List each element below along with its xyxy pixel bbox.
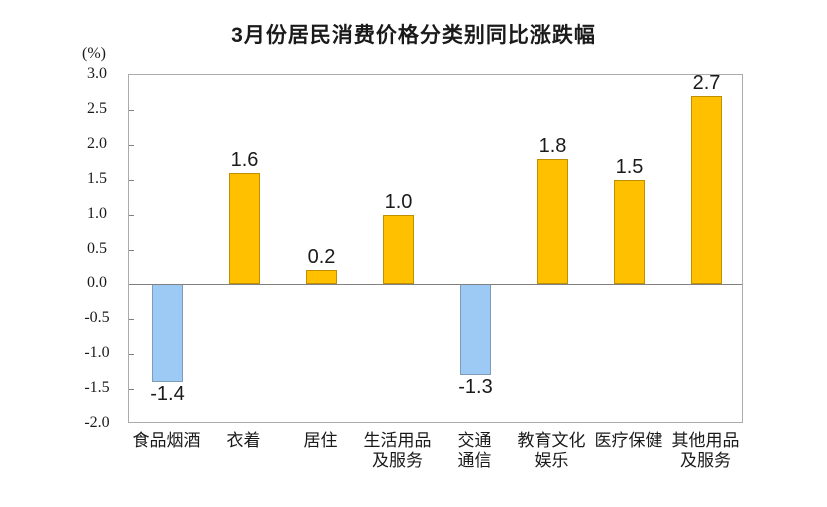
bar-value-label: -1.3 [458,376,493,399]
x-axis-label-line: 娱乐 [534,451,569,470]
x-axis-label-line: 其他用品 [671,431,740,450]
bar-3 [383,214,414,285]
y-tick-label: -0.5 [84,309,110,327]
bar-4 [460,284,491,376]
bar-5 [537,158,568,285]
y-tick-mark [129,214,134,216]
x-axis-label-line: 及服务 [372,451,423,470]
y-tick-mark [129,144,134,146]
x-axis-label: 交通 通信 [430,431,520,471]
x-axis-label: 教育文化 娱乐 [507,431,597,471]
x-axis-label: 衣着 [199,431,289,451]
bar-value-label: 1.8 [538,134,567,157]
y-tick-mark [129,389,134,391]
plot-area: -1.4 1.6 0.2 1.0 -1.3 1.8 1.5 2.7 [128,71,743,423]
bar-value-label: 1.6 [230,148,259,171]
x-axis-label-line: 教育文化 [517,431,586,450]
x-axis-label-line: 通信 [457,451,492,470]
y-tick-mark [129,319,134,321]
bar-2 [306,270,337,285]
bar-1 [229,172,260,285]
chart-title: 3月份居民消费价格分类别同比涨跌幅 [231,24,596,47]
y-tick-label: 2.5 [87,99,107,117]
zero-axis-line [129,284,742,286]
y-tick-label: -1.0 [84,344,110,362]
x-axis-label-line: 食品烟酒 [132,431,201,450]
x-axis-label-line: 居住 [303,431,338,450]
y-tick-label: 2.0 [87,134,107,152]
bar-0 [152,284,183,383]
x-axis-label-line: 衣着 [226,431,261,450]
y-axis-unit-label: (%) [82,45,106,62]
x-axis-label-line: 生活用品 [363,431,432,450]
y-tick-label: 0.5 [87,239,107,257]
x-axis-label: 居住 [276,431,366,451]
y-tick-mark [129,179,134,181]
x-axis-label-line: 交通 [457,431,492,450]
y-tick-label: -1.5 [84,379,110,397]
y-tick-mark [129,109,134,111]
y-tick-mark [129,354,134,356]
bar-7 [691,95,722,285]
bar-value-label: 0.2 [307,246,336,269]
y-tick-mark [129,249,134,251]
x-axis-label: 生活用品 及服务 [353,431,443,471]
bar-value-label: 1.5 [615,155,644,178]
bar-value-label: 2.7 [692,71,721,94]
y-tick-label: 1.5 [87,169,107,187]
y-tick-label: 1.0 [87,204,107,222]
y-tick-label: 3.0 [87,65,107,82]
x-axis-label: 医疗保健 [584,431,674,451]
x-axis-label: 食品烟酒 [122,431,212,451]
bar-value-label: 1.0 [384,190,413,213]
y-tick-label: 0.0 [87,274,107,292]
bar-value-label: -1.4 [150,383,185,406]
y-tick-label: -2.0 [84,414,110,431]
x-axis-label-line: 医疗保健 [594,431,663,450]
x-axis-label: 其他用品 及服务 [661,431,751,471]
x-axis-label-line: 及服务 [680,451,731,470]
bar-6 [614,179,645,285]
